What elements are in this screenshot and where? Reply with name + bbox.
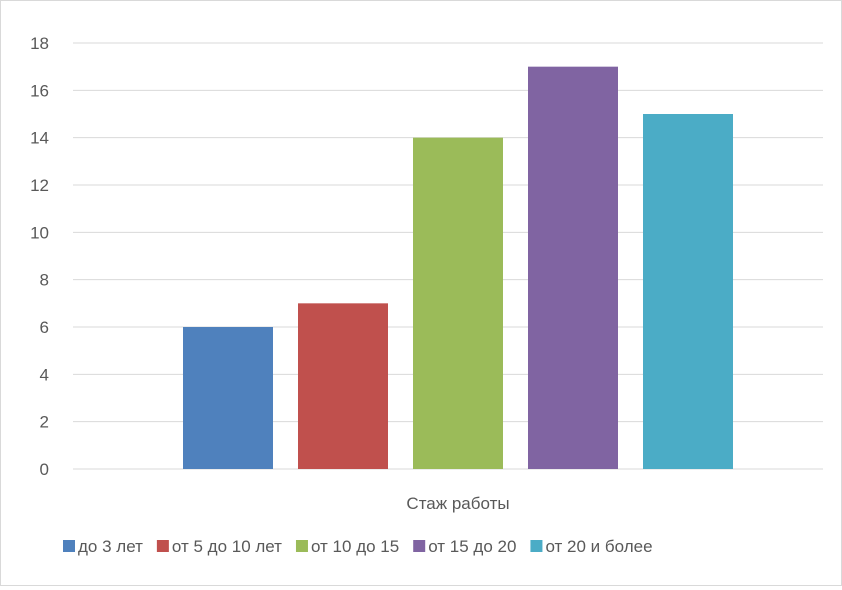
legend-label: до 3 лет xyxy=(78,537,143,556)
y-tick-label: 14 xyxy=(30,129,49,148)
legend-swatch xyxy=(156,540,169,552)
y-axis-ticks: 0 2 4 6 8 10 12 14 16 18 xyxy=(30,34,49,479)
y-tick-label: 8 xyxy=(40,271,49,290)
bar-4 xyxy=(528,66,618,470)
y-tick-label: 6 xyxy=(40,318,49,337)
y-tick-label: 0 xyxy=(40,460,49,479)
y-tick-label: 4 xyxy=(40,365,49,384)
legend-label: от 5 до 10 лет xyxy=(172,537,282,556)
y-tick-label: 12 xyxy=(30,176,49,195)
bars xyxy=(183,66,733,470)
legend-label: от 10 до 15 xyxy=(311,537,399,556)
legend: до 3 лет от 5 до 10 лет от 10 до 15 от 15 д… xyxy=(63,537,653,556)
legend-label: от 15 до 20 xyxy=(428,537,516,556)
y-tick-label: 10 xyxy=(30,223,49,242)
y-tick-label: 16 xyxy=(30,81,49,100)
legend-swatch xyxy=(63,540,75,552)
bar-1 xyxy=(183,327,273,469)
y-tick-label: 2 xyxy=(40,413,49,432)
legend-label: от 20 и более xyxy=(545,537,652,556)
bar-2 xyxy=(298,303,388,469)
legend-swatch xyxy=(295,540,308,552)
legend-swatch xyxy=(530,540,543,552)
x-category-label: Стаж работы xyxy=(406,494,509,513)
bar-5 xyxy=(643,114,733,469)
legend-swatch xyxy=(413,540,426,552)
x-axis-categories: Стаж работы xyxy=(406,494,509,513)
bar-3 xyxy=(413,137,503,469)
y-tick-label: 18 xyxy=(30,34,49,53)
